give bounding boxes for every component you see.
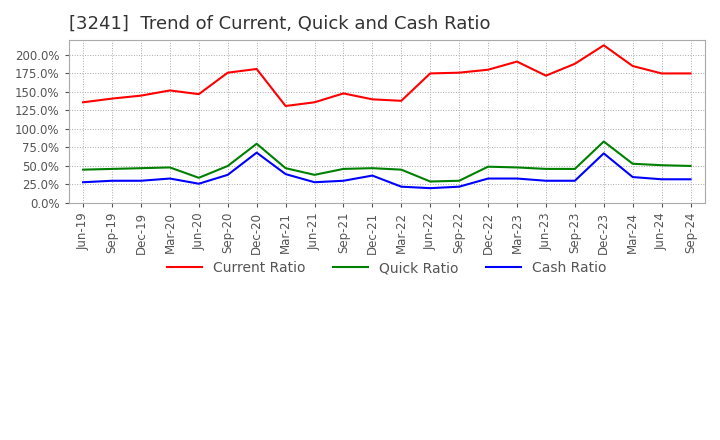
Current Ratio xyxy=(108,96,117,101)
Cash Ratio xyxy=(513,176,521,181)
Current Ratio xyxy=(166,88,174,93)
Cash Ratio xyxy=(629,174,637,180)
Quick Ratio xyxy=(600,139,608,144)
Cash Ratio xyxy=(570,178,579,183)
Quick Ratio xyxy=(513,165,521,170)
Quick Ratio xyxy=(541,166,550,172)
Cash Ratio xyxy=(657,176,666,182)
Quick Ratio xyxy=(78,167,87,172)
Quick Ratio xyxy=(570,166,579,172)
Quick Ratio xyxy=(426,179,435,184)
Current Ratio xyxy=(426,71,435,76)
Quick Ratio xyxy=(368,165,377,171)
Quick Ratio xyxy=(310,172,319,177)
Current Ratio xyxy=(570,61,579,66)
Quick Ratio xyxy=(455,178,464,183)
Cash Ratio xyxy=(455,184,464,189)
Cash Ratio xyxy=(484,176,492,181)
Current Ratio xyxy=(686,71,695,76)
Current Ratio xyxy=(339,91,348,96)
Line: Current Ratio: Current Ratio xyxy=(83,45,690,106)
Current Ratio xyxy=(223,70,232,75)
Quick Ratio xyxy=(137,165,145,171)
Cash Ratio xyxy=(600,151,608,156)
Cash Ratio xyxy=(137,178,145,183)
Line: Cash Ratio: Cash Ratio xyxy=(83,153,690,188)
Current Ratio xyxy=(541,73,550,78)
Quick Ratio xyxy=(282,165,290,171)
Current Ratio xyxy=(397,98,405,103)
Current Ratio xyxy=(368,97,377,102)
Quick Ratio xyxy=(657,162,666,168)
Cash Ratio xyxy=(339,178,348,183)
Current Ratio xyxy=(252,66,261,72)
Cash Ratio xyxy=(282,172,290,177)
Quick Ratio xyxy=(166,165,174,170)
Current Ratio xyxy=(78,99,87,105)
Current Ratio xyxy=(455,70,464,75)
Cash Ratio xyxy=(108,178,117,183)
Quick Ratio xyxy=(629,161,637,166)
Current Ratio xyxy=(484,67,492,72)
Current Ratio xyxy=(600,43,608,48)
Cash Ratio xyxy=(541,178,550,183)
Text: [3241]  Trend of Current, Quick and Cash Ratio: [3241] Trend of Current, Quick and Cash … xyxy=(68,15,490,33)
Cash Ratio xyxy=(368,173,377,178)
Cash Ratio xyxy=(252,150,261,155)
Cash Ratio xyxy=(686,176,695,182)
Quick Ratio xyxy=(194,175,203,180)
Quick Ratio xyxy=(397,167,405,172)
Cash Ratio xyxy=(78,180,87,185)
Quick Ratio xyxy=(223,163,232,169)
Legend: Current Ratio, Quick Ratio, Cash Ratio: Current Ratio, Quick Ratio, Cash Ratio xyxy=(161,256,612,281)
Quick Ratio xyxy=(484,164,492,169)
Current Ratio xyxy=(629,63,637,69)
Cash Ratio xyxy=(397,184,405,189)
Current Ratio xyxy=(137,93,145,98)
Cash Ratio xyxy=(223,172,232,177)
Current Ratio xyxy=(194,92,203,97)
Current Ratio xyxy=(310,99,319,105)
Cash Ratio xyxy=(166,176,174,181)
Cash Ratio xyxy=(310,180,319,185)
Quick Ratio xyxy=(252,141,261,147)
Quick Ratio xyxy=(686,163,695,169)
Line: Quick Ratio: Quick Ratio xyxy=(83,142,690,182)
Current Ratio xyxy=(282,103,290,109)
Current Ratio xyxy=(657,71,666,76)
Current Ratio xyxy=(513,59,521,64)
Cash Ratio xyxy=(194,181,203,187)
Quick Ratio xyxy=(108,166,117,172)
Cash Ratio xyxy=(426,186,435,191)
Quick Ratio xyxy=(339,166,348,172)
